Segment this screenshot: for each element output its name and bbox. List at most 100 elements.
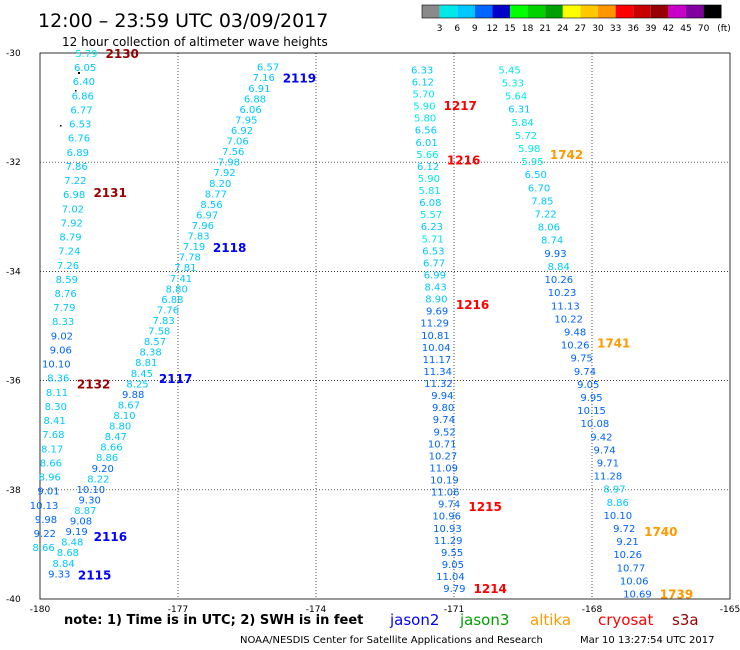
wave-height-label: 6.06 xyxy=(240,105,262,116)
time-label: 1214 xyxy=(474,582,507,596)
wave-height-label: 8.81 xyxy=(135,358,157,369)
credit-line: NOAA/NESDIS Center for Satellite Applica… xyxy=(240,635,543,646)
grid-lines xyxy=(40,53,730,599)
wave-height-label: 8.11 xyxy=(46,388,68,399)
generated-timestamp: Mar 10 13:27:54 UTC 2017 xyxy=(580,635,715,646)
wave-height-label: 9.08 xyxy=(70,517,92,528)
wave-height-label: 8.30 xyxy=(45,402,67,413)
axis-tick-labels: -180 -177 -174 -171 -168 -165 -30 -32 -34 -36 -38 -… xyxy=(6,49,740,615)
wave-height-label: 5.79 xyxy=(75,49,97,60)
satellite-legend-jason3: jason3 xyxy=(459,611,509,629)
satellite-legend: jason2 jason3 altika cryosat s3a xyxy=(389,611,699,629)
wave-height-label: 8.80 xyxy=(166,284,188,295)
legend-tick-label: 12 xyxy=(487,24,498,34)
wave-height-label: 9.72 xyxy=(613,524,635,535)
wave-height-label: 8.48 xyxy=(61,538,83,549)
wave-height-label: 6.99 xyxy=(424,270,446,281)
legend-tick-label: 3 xyxy=(437,24,443,34)
wave-height-label: 9.74 xyxy=(574,367,596,378)
x-tick-label: -171 xyxy=(444,605,464,615)
legend-swatch xyxy=(686,5,704,18)
wave-height-label: 6.12 xyxy=(417,162,439,173)
legend-tick-label: 45 xyxy=(680,24,691,34)
wave-height-label: 7.96 xyxy=(192,221,214,232)
wave-height-label: 6.77 xyxy=(423,258,445,269)
wave-height-label: 5.57 xyxy=(420,210,442,221)
wave-height-label: 9.30 xyxy=(79,495,101,506)
satellite-legend-cryosat: cryosat xyxy=(598,611,653,629)
wave-height-label: 9.80 xyxy=(432,403,454,414)
noise-specks xyxy=(60,72,80,127)
legend-tick-label: 33 xyxy=(610,24,621,34)
wave-height-label: 9.88 xyxy=(122,390,144,401)
wave-height-label: 8.25 xyxy=(126,379,148,390)
wave-height-label: 5.72 xyxy=(515,131,537,142)
wave-height-label: 11.17 xyxy=(423,355,452,366)
wave-height-label: 6.88 xyxy=(161,295,183,306)
wave-height-label: 10.15 xyxy=(577,406,606,417)
speck xyxy=(78,72,80,74)
legend-swatch xyxy=(650,5,669,18)
wave-height-label: 6.76 xyxy=(68,134,90,145)
wave-height-label: 9.52 xyxy=(433,427,455,438)
time-label: 1216 xyxy=(447,153,480,167)
wave-height-label: 10.26 xyxy=(613,550,642,561)
wave-height-label: 11.09 xyxy=(429,463,458,474)
wave-height-label: 6.57 xyxy=(257,63,279,74)
wave-height-label: 7.92 xyxy=(213,168,235,179)
plot-area: -180 -177 -174 -171 -168 -165 -30 -32 -34 -36 -38 -… xyxy=(6,47,740,615)
satellite-legend-s3a: s3a xyxy=(672,611,699,629)
y-tick-label: -34 xyxy=(6,267,21,277)
wave-height-label: 8.20 xyxy=(209,179,231,190)
wave-height-label: 6.12 xyxy=(412,77,434,88)
wave-height-label: 10.10 xyxy=(77,485,106,496)
wave-height-label: 10.26 xyxy=(544,275,573,286)
wave-height-label: 10.06 xyxy=(620,576,649,587)
wave-height-label: 9.22 xyxy=(34,529,56,540)
wave-height-label: 8.45 xyxy=(131,369,153,380)
wave-height-label: 7.26 xyxy=(57,261,79,272)
wave-height-label: 7.92 xyxy=(61,218,83,229)
wave-height-label: 5.45 xyxy=(498,65,520,76)
wave-height-label: 6.77 xyxy=(70,105,92,116)
wave-height-label: 7.24 xyxy=(58,247,80,258)
legend-tick-label: 24 xyxy=(557,24,569,34)
wave-height-label: 10.81 xyxy=(421,331,450,342)
y-tick-label: -30 xyxy=(6,49,21,59)
wave-height-label: 9.74 xyxy=(438,500,460,511)
wave-height-label: 8.06 xyxy=(538,223,560,234)
wave-height-label: 11.32 xyxy=(424,379,453,390)
time-label: 2118 xyxy=(213,241,246,255)
wave-height-label: 8.38 xyxy=(139,348,161,359)
track-altika: 5.45 5.33 5.64 6.31 5.84 5.72 5.98 5.95 6.50 6.70… xyxy=(498,65,693,601)
wave-height-label: 7.79 xyxy=(53,303,75,314)
wave-height-label: 7.16 xyxy=(253,73,275,84)
wave-height-label: 10.19 xyxy=(430,476,459,487)
wave-height-label: 6.98 xyxy=(63,190,85,201)
wave-height-label: 7.41 xyxy=(170,274,192,285)
time-label: 2132 xyxy=(77,377,110,391)
wave-height-label: 6.53 xyxy=(69,120,91,131)
wave-height-label: 10.96 xyxy=(432,512,461,523)
x-tick-label: -177 xyxy=(168,605,188,615)
wave-height-label: 8.96 xyxy=(39,473,61,484)
wave-height-label: 8.79 xyxy=(59,233,81,244)
wave-height-label: 8.97 xyxy=(603,485,625,496)
wave-height-label: 8.66 xyxy=(32,543,54,554)
wave-height-label: 10.10 xyxy=(603,511,632,522)
wave-height-label: 9.19 xyxy=(65,527,87,538)
wave-height-label: 10.13 xyxy=(30,501,59,512)
wave-height-label: 8.84 xyxy=(52,559,74,570)
time-label: 2119 xyxy=(283,72,316,86)
legend-tick-label: 9 xyxy=(472,24,478,34)
wave-height-label: 7.86 xyxy=(65,162,87,173)
wave-height-label: 6.08 xyxy=(419,198,441,209)
wave-height-label: 6.40 xyxy=(73,77,95,88)
wave-height-label: 10.04 xyxy=(422,343,451,354)
y-tick-label: -40 xyxy=(6,595,21,605)
wave-height-label: 8.59 xyxy=(56,275,78,286)
units-note: note: 1) Time is in UTC; 2) SWH is in fe… xyxy=(64,613,363,628)
wave-height-label: 6.31 xyxy=(508,105,530,116)
wave-height-label: 10.77 xyxy=(617,563,646,574)
